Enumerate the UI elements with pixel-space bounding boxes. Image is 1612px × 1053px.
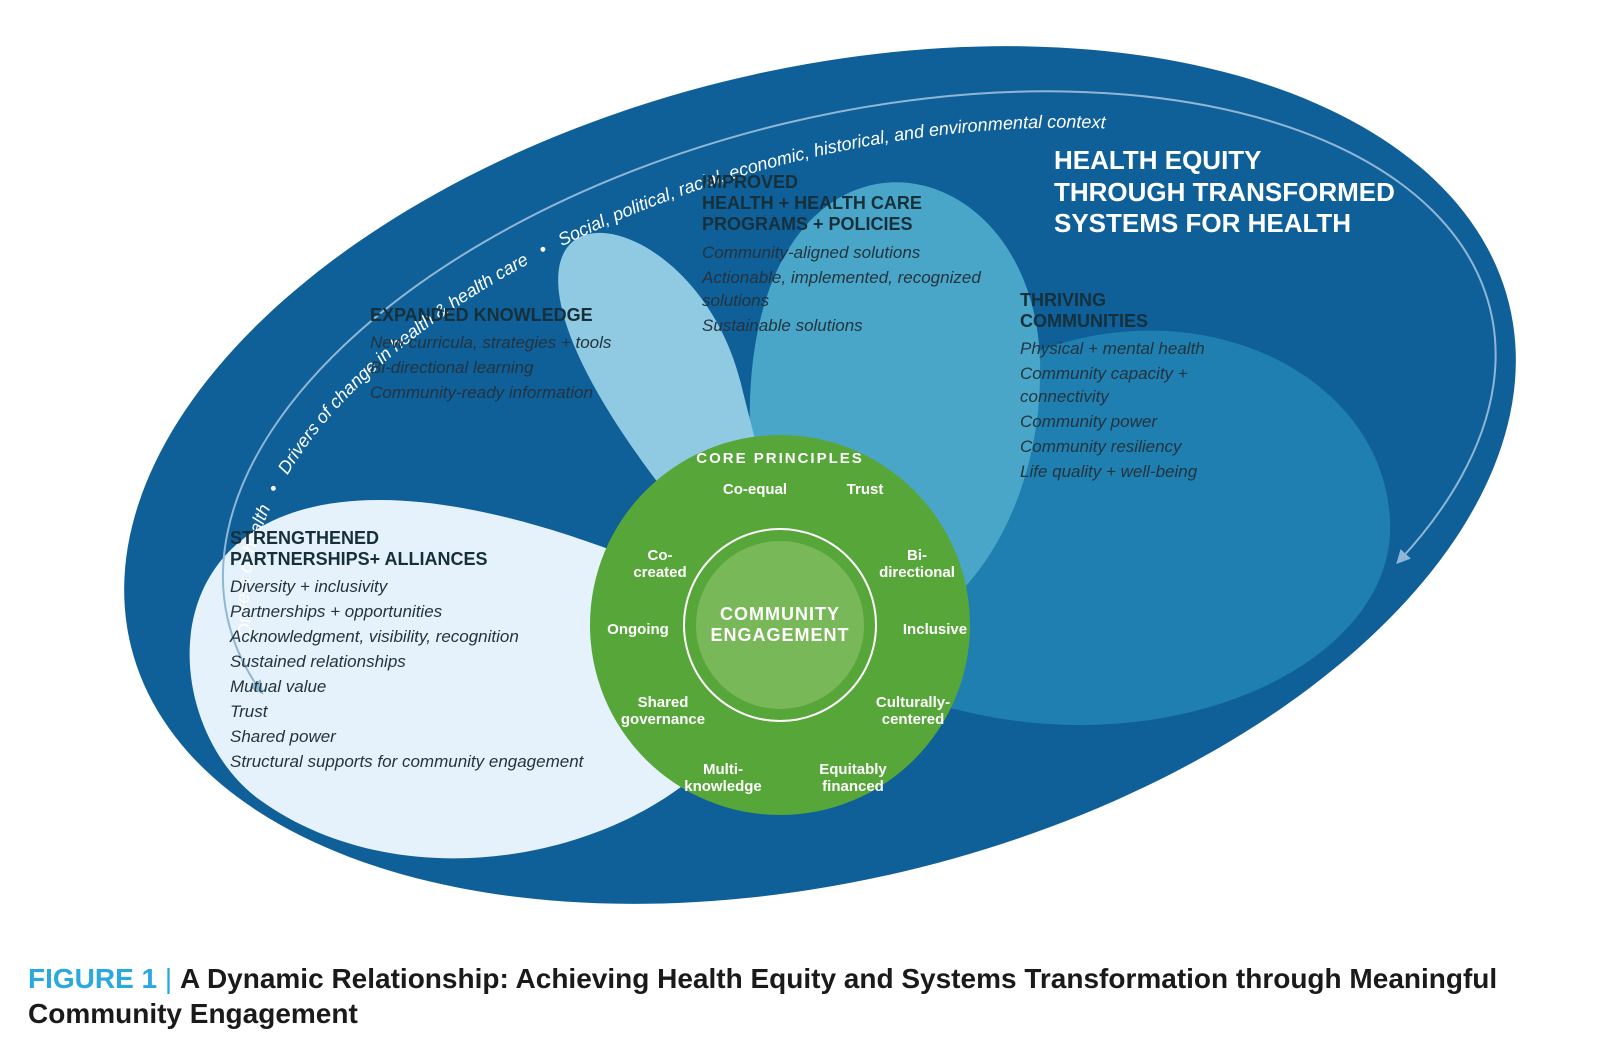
petal-strengthened-text: STRENGTHENED PARTNERSHIPS+ ALLIANCES Div… [230, 528, 583, 776]
petal-title-line: COMMUNITIES [1020, 311, 1280, 332]
petal-item: Shared power [230, 726, 583, 749]
equity-heading-line: SYSTEMS FOR HEALTH [1054, 208, 1395, 240]
petal-item: Community power [1020, 411, 1280, 434]
petal-item: Acknowledgment, visibility, recognition [230, 626, 583, 649]
petal-item: Structural supports for community engage… [230, 751, 583, 774]
core-principle-coequal: Co-equal [700, 482, 810, 499]
core-center-label: COMMUNITY ENGAGEMENT [700, 604, 860, 645]
petal-item: Community-aligned solutions [702, 242, 982, 265]
petal-item: Community-ready information [370, 382, 611, 405]
petal-items: Community-aligned solutions Actionable, … [702, 242, 982, 338]
core-principle-finance: Equitablyfinanced [798, 762, 908, 795]
petal-item: Community resiliency [1020, 436, 1280, 459]
petal-item: Sustained relationships [230, 651, 583, 674]
equity-heading: HEALTH EQUITY THROUGH TRANSFORMED SYSTEM… [1054, 145, 1395, 240]
petal-thriving-text: THRIVING COMMUNITIES Physical + mental h… [1020, 290, 1280, 486]
petal-items: New curricula, strategies + tools Bi-dir… [370, 332, 611, 405]
petal-title-line: HEALTH + HEALTH CARE [702, 193, 982, 214]
petal-title-line: PROGRAMS + POLICIES [702, 214, 982, 235]
core-principle-multi: Multi-knowledge [668, 762, 778, 795]
diagram-canvas: Drivers of health • Drivers of change in… [0, 0, 1612, 1053]
core-principle-bidir: Bi-directional [862, 548, 972, 581]
petal-item: Mutual value [230, 676, 583, 699]
petal-title-line: PARTNERSHIPS+ ALLIANCES [230, 549, 583, 570]
figure-caption: FIGURE 1 | A Dynamic Relationship: Achie… [28, 961, 1512, 1031]
figure-separator: | [165, 963, 180, 994]
core-principle-cultural: Culturally-centered [858, 695, 968, 728]
petal-items: Physical + mental health Community capac… [1020, 338, 1280, 484]
petal-item: Community capacity + connectivity [1020, 363, 1280, 409]
petal-expanded-text: EXPANDED KNOWLEDGE New curricula, strate… [370, 305, 611, 407]
core-principle-inclusive: Inclusive [880, 622, 990, 639]
equity-heading-line: THROUGH TRANSFORMED [1054, 177, 1395, 209]
petal-item: Life quality + well-being [1020, 461, 1280, 484]
petal-title-line: EXPANDED KNOWLEDGE [370, 305, 611, 326]
petal-items: Diversity + inclusivity Partnerships + o… [230, 576, 583, 774]
petal-title-line: IMPROVED [702, 172, 982, 193]
petal-improved-text: IMPROVED HEALTH + HEALTH CARE PROGRAMS +… [702, 172, 982, 339]
petal-title-line: THRIVING [1020, 290, 1280, 311]
core-center-line: COMMUNITY [700, 604, 860, 625]
petal-item: Bi-directional learning [370, 357, 611, 380]
equity-heading-line: HEALTH EQUITY [1054, 145, 1395, 177]
petal-item: New curricula, strategies + tools [370, 332, 611, 355]
core-center-line: ENGAGEMENT [700, 625, 860, 646]
core-principle-cocreated: Co-created [605, 548, 715, 581]
petal-item: Physical + mental health [1020, 338, 1280, 361]
core-principles-title: CORE PRINCIPLES [680, 450, 880, 467]
petal-item: Trust [230, 701, 583, 724]
core-principle-trust: Trust [810, 482, 920, 499]
petal-item: Diversity + inclusivity [230, 576, 583, 599]
figure-caption-text: A Dynamic Relationship: Achieving Health… [28, 963, 1497, 1029]
figure-label: FIGURE 1 [28, 963, 157, 994]
petal-title-line: STRENGTHENED [230, 528, 583, 549]
core-principle-sharedgov: Sharedgovernance [608, 695, 718, 728]
petal-item: Sustainable solutions [702, 315, 982, 338]
core-principle-ongoing: Ongoing [583, 622, 693, 639]
petal-item: Actionable, implemented, recognized solu… [702, 267, 982, 313]
petal-item: Partnerships + opportunities [230, 601, 583, 624]
